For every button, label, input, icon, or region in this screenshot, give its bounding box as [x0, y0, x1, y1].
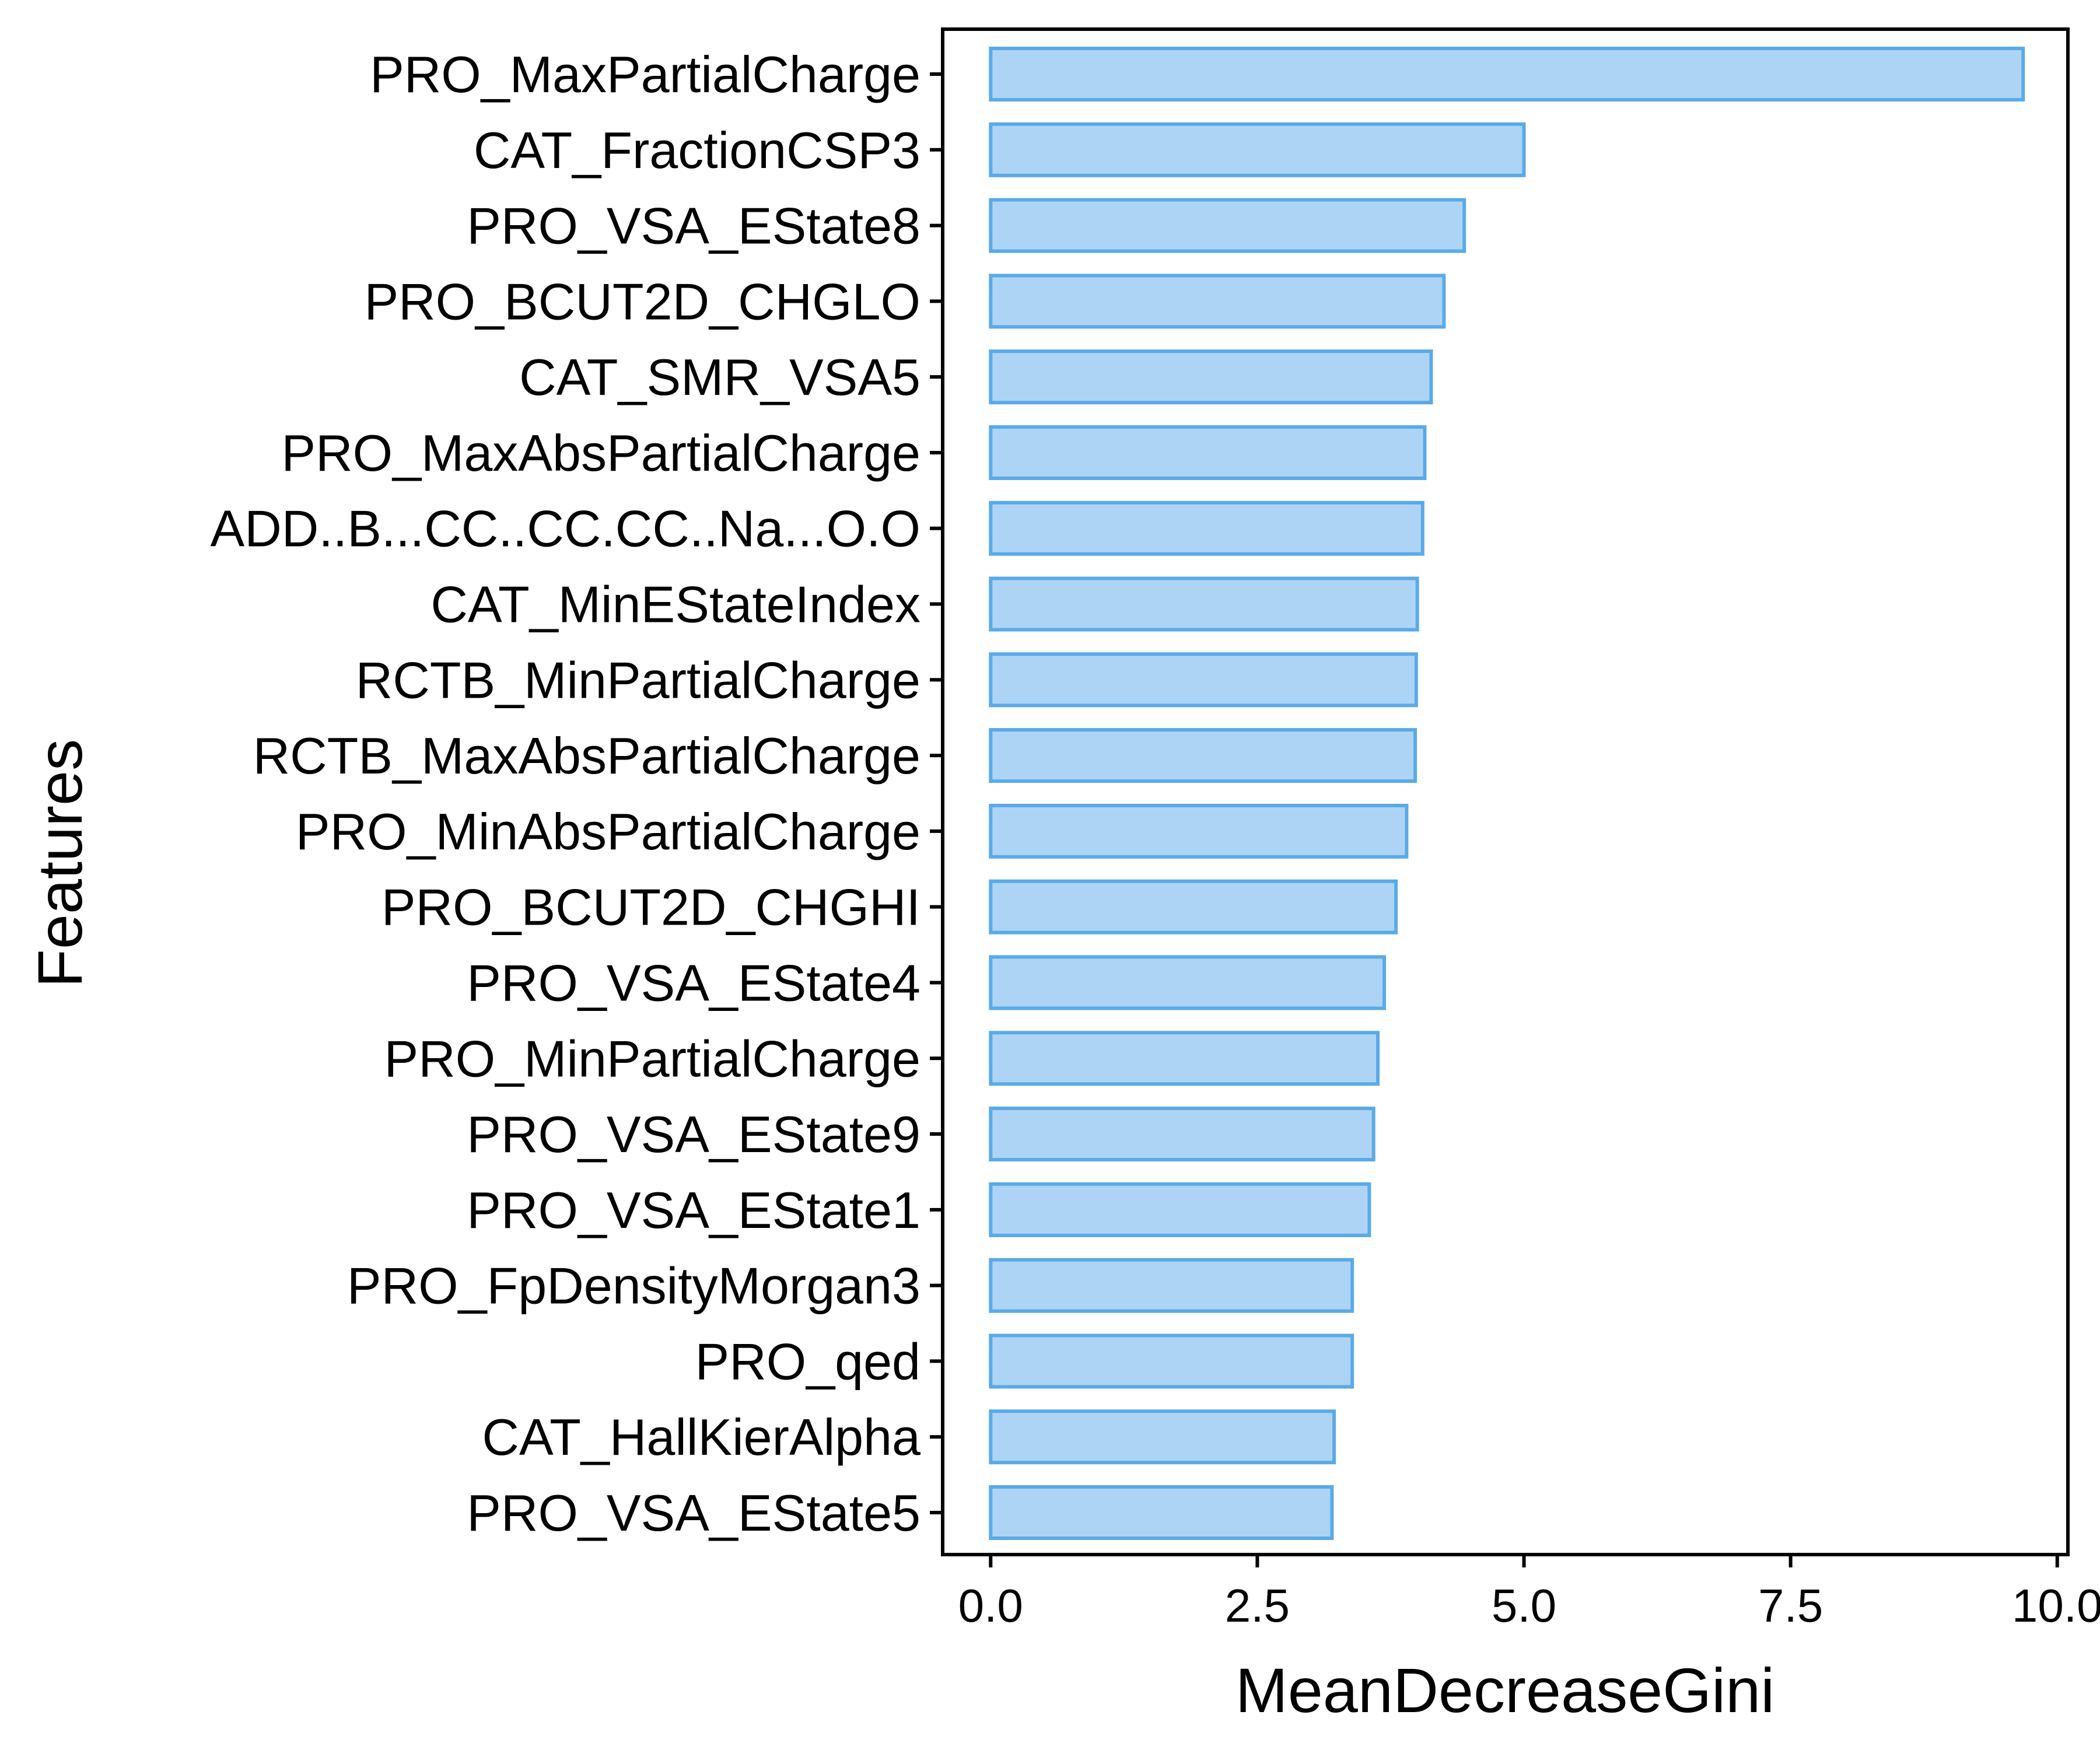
- bar: [989, 501, 1424, 556]
- y-tick-label: PRO_FpDensityMorgan3: [347, 1257, 921, 1315]
- bar: [989, 1409, 1336, 1465]
- y-tick-label: CAT_MinEStateIndex: [430, 576, 921, 634]
- bar: [989, 1258, 1354, 1313]
- y-tick-label: CAT_SMR_VSA5: [519, 348, 921, 406]
- y-axis-title: Features: [24, 739, 95, 988]
- x-axis: 0.0 2.5 5.0 7.5 10.0: [958, 1555, 2100, 1632]
- bar: [989, 1485, 1334, 1540]
- y-tick-label: PRO_VSA_EState1: [467, 1181, 921, 1239]
- bar: [989, 274, 1446, 329]
- y-tick-label: PRO_BCUT2D_CHGHI: [382, 878, 921, 936]
- bar: [989, 1334, 1354, 1389]
- bar: [989, 47, 2025, 102]
- bar: [989, 955, 1386, 1010]
- bar: [989, 1182, 1371, 1237]
- bar: [989, 1107, 1376, 1162]
- plot-frame: [941, 27, 2070, 1556]
- x-tick-label: 2.5: [1225, 1580, 1290, 1632]
- x-tick-label: 0.0: [958, 1580, 1023, 1632]
- y-tick-label: CAT_FractionCSP3: [474, 121, 921, 179]
- bar: [989, 198, 1466, 253]
- y-tick-label: PRO_VSA_EState8: [467, 197, 921, 255]
- y-tick-label: CAT_HallKierAlpha: [482, 1408, 921, 1466]
- bars-layer: [989, 47, 2025, 1540]
- y-tick-label: PRO_qed: [695, 1332, 921, 1390]
- bar: [989, 349, 1433, 405]
- bar: [989, 576, 1419, 632]
- bar: [989, 652, 1418, 708]
- y-tick-label: PRO_MaxAbsPartialCharge: [281, 424, 921, 482]
- y-tick-label: PRO_VSA_EState9: [467, 1105, 921, 1163]
- y-tick-label: RCTB_MinPartialCharge: [356, 651, 921, 709]
- bar: [989, 1031, 1380, 1086]
- bar: [989, 879, 1398, 935]
- y-tick-label: PRO_BCUT2D_CHGLO: [364, 272, 921, 330]
- x-tick-label: 10.0: [2012, 1580, 2100, 1632]
- y-tick-label: PRO_MinPartialCharge: [384, 1030, 921, 1087]
- x-axis-title: MeanDecreaseGini: [1236, 1655, 1774, 1726]
- y-tick-label: PRO_MinAbsPartialCharge: [296, 803, 921, 860]
- y-tick-label: PRO_VSA_EState5: [467, 1484, 921, 1542]
- y-tick-label: PRO_MaxPartialCharge: [370, 46, 921, 103]
- bar: [989, 425, 1427, 480]
- y-axis: PRO_MaxPartialCharge CAT_FractionCSP3 PRO_…: [211, 46, 943, 1542]
- y-tick-label: PRO_VSA_EState4: [467, 954, 921, 1012]
- bar: [989, 803, 1409, 859]
- bar: [989, 122, 1526, 177]
- bar: [989, 728, 1417, 783]
- x-tick-label: 5.0: [1492, 1580, 1556, 1632]
- y-tick-label: RCTB_MaxAbsPartialCharge: [253, 727, 921, 785]
- x-tick-label: 7.5: [1758, 1580, 1823, 1632]
- y-tick-label: ADD..B...CC..CC.CC..Na...O.O: [211, 500, 921, 558]
